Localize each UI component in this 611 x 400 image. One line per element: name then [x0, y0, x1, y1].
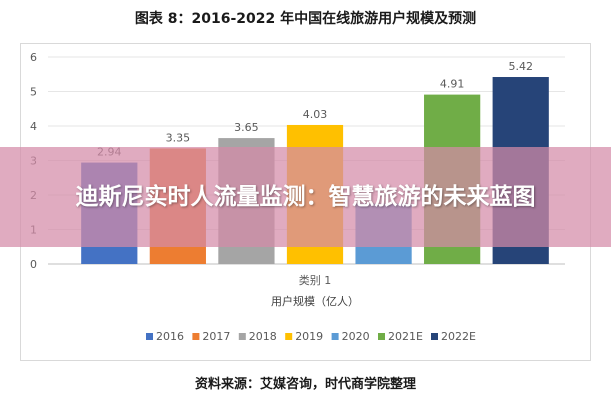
- y-tick-label: 0: [30, 258, 37, 271]
- legend-swatch: [146, 333, 153, 340]
- legend-swatch: [331, 333, 339, 340]
- data-label: 4.03: [303, 108, 328, 121]
- legend-label: 2017: [202, 330, 230, 343]
- legend-swatch: [192, 333, 200, 340]
- legend-swatch: [431, 333, 438, 340]
- y-tick-label: 5: [30, 86, 37, 99]
- legend-label: 2018: [249, 330, 277, 343]
- source-note: 资料来源：艾媒咨询，时代商学院整理: [194, 377, 416, 392]
- chart-title: 图表 8：2016-2022 年中国在线旅游用户规模及预测: [134, 11, 477, 27]
- legend-label: 2022E: [441, 330, 476, 343]
- y-tick-label: 6: [30, 51, 37, 64]
- legend-swatch: [285, 333, 293, 340]
- data-label: 4.91: [440, 78, 465, 91]
- y-tick-label: 4: [30, 120, 37, 133]
- legend-label: 2016: [156, 330, 184, 343]
- legend-label: 2020: [342, 330, 370, 343]
- data-label: 3.65: [234, 121, 259, 134]
- data-label: 5.42: [508, 60, 533, 73]
- data-label: 3.35: [166, 131, 191, 144]
- axis-title: 用户规模（亿人）: [271, 294, 359, 308]
- overlay-banner: 迪斯尼实时人流量监测：智慧旅游的未来蓝图: [0, 147, 611, 247]
- overlay-banner-text: 迪斯尼实时人流量监测：智慧旅游的未来蓝图: [75, 183, 536, 210]
- legend-label: 2019: [295, 330, 323, 343]
- x-tick-label: 类别 1: [299, 273, 332, 287]
- legend-swatch: [378, 333, 385, 340]
- legend-label: 2021E: [388, 330, 423, 343]
- legend-swatch: [238, 333, 246, 340]
